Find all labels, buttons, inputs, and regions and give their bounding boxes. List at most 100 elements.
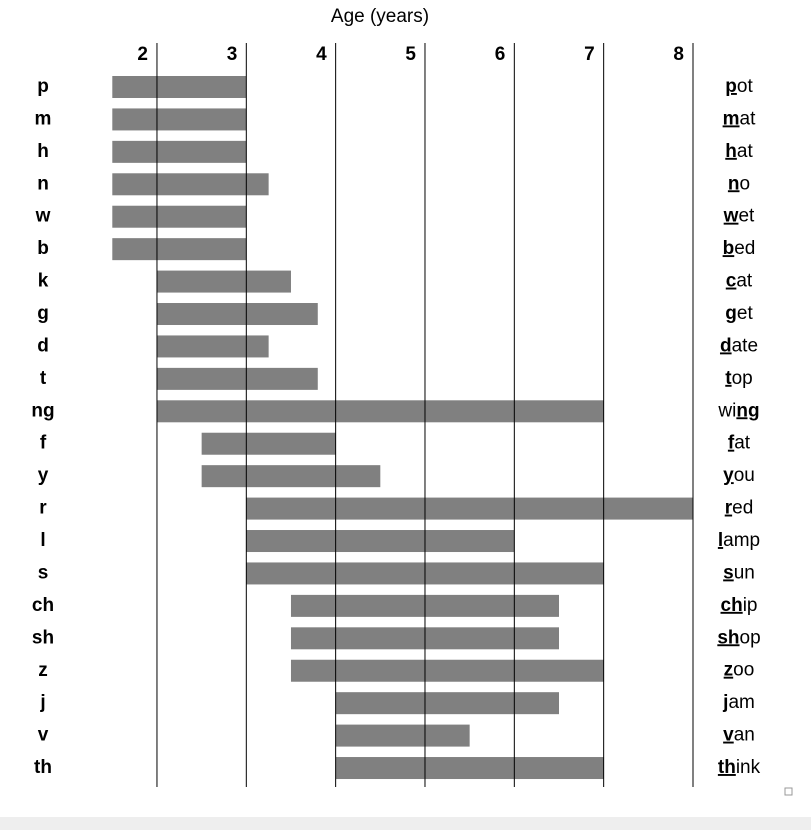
category-label: h [37, 141, 49, 162]
example-word: wing [717, 400, 759, 421]
example-word: hat [725, 141, 753, 162]
bar [156, 400, 604, 423]
category-label: t [40, 368, 47, 389]
resize-handle [784, 787, 793, 796]
bar [156, 270, 291, 293]
x-tick-label: 7 [584, 44, 595, 65]
bar [246, 530, 515, 553]
example-word: van [723, 725, 755, 746]
word-part: b [723, 238, 735, 259]
word-part: ed [732, 498, 753, 519]
word-part: z [724, 660, 734, 681]
axis-title: Age (years) [331, 6, 429, 27]
word-part: m [723, 108, 740, 129]
bar [335, 757, 604, 780]
x-tick-label: 4 [316, 44, 327, 65]
example-word: sun [723, 562, 755, 583]
category-label: k [38, 271, 49, 292]
x-tick-label: 3 [227, 44, 238, 65]
bar [246, 497, 694, 520]
bar [112, 108, 247, 131]
bar [156, 367, 318, 390]
category-label: s [38, 562, 49, 583]
x-tick-label: 5 [405, 44, 416, 65]
word-part: f [728, 433, 735, 454]
word-part: ip [743, 595, 758, 616]
status-strip [0, 817, 811, 830]
x-tick-label: 8 [673, 44, 684, 65]
example-word: fat [728, 433, 751, 454]
category-label: n [37, 173, 49, 194]
word-part: wi [717, 400, 736, 421]
example-word: pot [725, 76, 753, 97]
word-part: ng [736, 400, 759, 421]
word-part: an [734, 725, 755, 746]
word-part: et [737, 303, 754, 324]
category-label: v [38, 725, 49, 746]
word-part: h [725, 141, 737, 162]
category-label: g [37, 303, 49, 324]
word-part: p [725, 76, 737, 97]
category-label: ch [32, 595, 54, 616]
word-part: l [718, 530, 723, 551]
word-part: un [734, 562, 755, 583]
word-part: op [740, 627, 761, 648]
word-part: amp [723, 530, 760, 551]
word-part: oo [733, 660, 754, 681]
word-part: et [738, 206, 755, 227]
example-word: lamp [718, 530, 760, 551]
word-part: ou [734, 465, 755, 486]
bar [112, 76, 247, 98]
word-part: ink [736, 757, 761, 778]
word-part: at [740, 108, 757, 129]
example-word: think [718, 757, 761, 778]
category-label: l [40, 530, 45, 551]
word-part: y [723, 465, 734, 486]
word-part: am [728, 692, 754, 713]
bar [112, 173, 269, 196]
word-part: g [725, 303, 737, 324]
example-word: top [725, 368, 752, 389]
word-part: sh [717, 627, 739, 648]
category-label: p [37, 76, 49, 97]
bar [156, 303, 318, 326]
category-label: m [35, 108, 52, 129]
bar [156, 335, 269, 358]
bar [335, 724, 470, 747]
category-label: r [39, 498, 47, 519]
example-word: cat [726, 271, 753, 292]
example-word: no [728, 173, 750, 194]
word-part: s [723, 562, 734, 583]
word-part: op [732, 368, 753, 389]
word-part: n [728, 173, 740, 194]
word-part: w [723, 206, 739, 227]
bar [335, 692, 559, 715]
category-label: d [37, 335, 49, 356]
example-word: shop [717, 627, 760, 648]
word-part: at [737, 141, 754, 162]
bar [201, 432, 336, 455]
word-part: ate [732, 335, 758, 356]
example-word: jam [722, 692, 755, 713]
word-part: t [725, 368, 732, 389]
bar [201, 465, 381, 488]
example-word: red [725, 498, 754, 519]
word-part: c [726, 271, 737, 292]
word-part: ch [721, 595, 743, 616]
word-part: th [718, 757, 736, 778]
example-word: wet [723, 206, 755, 227]
word-part: at [736, 271, 753, 292]
bar [112, 140, 247, 163]
example-word: zoo [724, 660, 755, 681]
example-word: chip [721, 595, 758, 616]
bar [112, 238, 247, 261]
example-word: bed [723, 238, 756, 259]
category-label: b [37, 238, 49, 259]
word-part: ot [737, 76, 754, 97]
word-part: at [734, 433, 751, 454]
category-label: sh [32, 627, 54, 648]
example-word: mat [723, 108, 756, 129]
category-label: y [38, 465, 49, 486]
bar [112, 205, 247, 228]
